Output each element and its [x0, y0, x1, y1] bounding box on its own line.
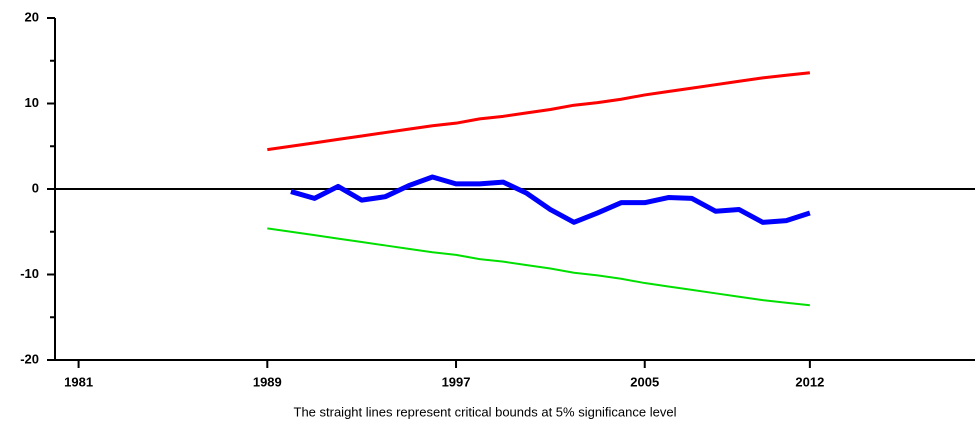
series-line [290, 174, 811, 225]
x-tick-label: 2005 [630, 374, 659, 389]
series-line [267, 227, 810, 307]
y-tick-label: 0 [32, 180, 39, 195]
x-tick-label: 1997 [442, 374, 471, 389]
x-tick-label: 1989 [253, 374, 282, 389]
x-tick-label: 2012 [795, 374, 824, 389]
x-tick-label: 1981 [64, 374, 93, 389]
y-tick-label: -10 [20, 266, 39, 281]
y-tick-label: 20 [25, 9, 39, 24]
annotation: The straight lines represent critical bo… [294, 404, 677, 419]
y-tick-label: 10 [25, 95, 39, 110]
y-tick-label: -20 [20, 351, 39, 366]
series-line [267, 71, 811, 152]
